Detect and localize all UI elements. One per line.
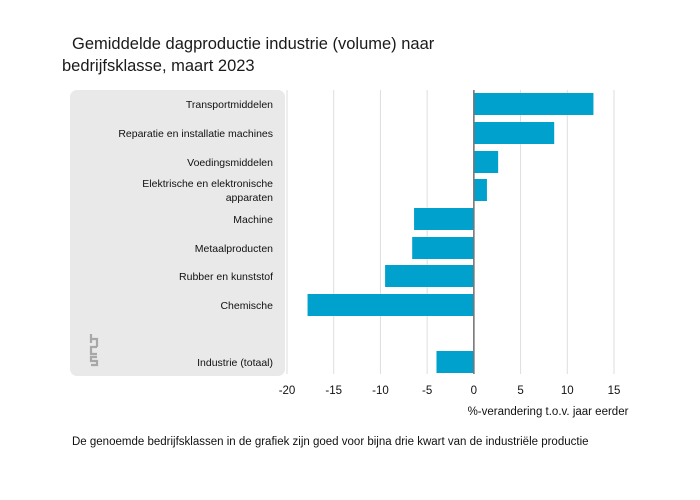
bar bbox=[473, 151, 499, 173]
bar bbox=[473, 122, 555, 144]
grid-lines bbox=[286, 90, 615, 374]
category-label: Machine bbox=[233, 214, 273, 226]
chart-title: Gemiddelde dagproductie industrie (volum… bbox=[62, 33, 522, 77]
bar bbox=[307, 294, 474, 316]
category-panel bbox=[70, 90, 285, 376]
x-tick-label: -15 bbox=[325, 385, 342, 397]
bar bbox=[412, 237, 474, 259]
category-label: Elektrische en elektronische apparaten bbox=[142, 178, 273, 204]
x-axis-label: %-verandering t.o.v. jaar eerder bbox=[468, 406, 629, 418]
category-label: Transportmiddelen bbox=[186, 99, 273, 111]
cbs-logo bbox=[89, 334, 99, 367]
x-tick-label: 10 bbox=[561, 385, 574, 397]
bar bbox=[385, 265, 474, 287]
category-labels: Transportmiddelen Reparatie en installati… bbox=[118, 99, 273, 369]
category-label: Industrie (totaal) bbox=[197, 357, 273, 369]
x-tick-label: -5 bbox=[422, 385, 432, 397]
bar bbox=[473, 93, 594, 115]
category-label: Chemische bbox=[220, 300, 273, 312]
bars bbox=[307, 93, 594, 373]
x-tick-label: 5 bbox=[517, 385, 523, 397]
bar bbox=[473, 179, 487, 201]
category-label: Rubber en kunststof bbox=[179, 271, 273, 283]
footnote: De genoemde bedrijfsklassen in de grafie… bbox=[72, 436, 589, 448]
x-tick-label: 0 bbox=[471, 385, 477, 397]
chart-title-line-1: Gemiddelde dagproductie industrie (volum… bbox=[72, 35, 435, 53]
bar bbox=[436, 351, 474, 373]
bar bbox=[414, 208, 474, 230]
x-tick-label: -10 bbox=[372, 385, 389, 397]
category-label: Reparatie en installatie machines bbox=[118, 128, 273, 140]
category-label: Metaalproducten bbox=[195, 243, 273, 255]
x-tick-label: 15 bbox=[608, 385, 621, 397]
category-label: Voedingsmiddelen bbox=[187, 157, 273, 169]
chart-title-line-2: bedrijfsklasse, maart 2023 bbox=[62, 57, 255, 75]
x-tick-label: -20 bbox=[279, 385, 296, 397]
x-tick-labels: -20 -15 -10 -5 0 5 10 15 bbox=[279, 385, 621, 397]
